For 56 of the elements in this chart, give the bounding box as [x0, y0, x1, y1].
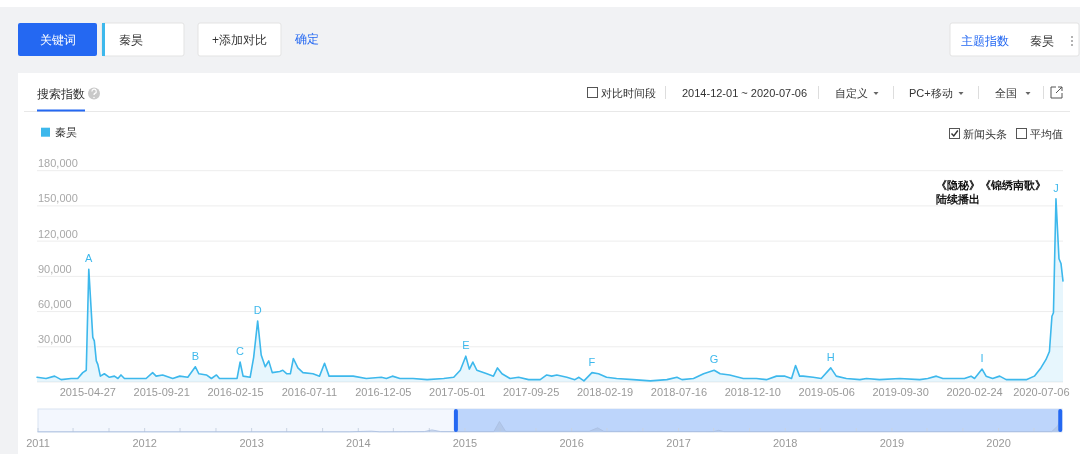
text: PC+移动 [909, 87, 953, 99]
x-tick-label: 2020 [986, 437, 1011, 449]
text: 自定义 [835, 87, 868, 99]
annotation: G [709, 353, 719, 366]
x-tick-label: 2011 [26, 437, 50, 449]
annotation: H [826, 350, 835, 363]
annotation: F [588, 355, 596, 368]
annotation: 《隐秘》《锦绣南歌》陆续播出 [936, 179, 1046, 205]
x-tick-label: 2018-07-16 [650, 386, 708, 398]
y-tick-label: 60,000 [38, 298, 72, 311]
x-tick-label: 2014 [346, 437, 371, 449]
annotation: J [1053, 181, 1059, 194]
annotation: A [85, 252, 94, 265]
text: 确定 [294, 32, 319, 46]
text: 新闻头条 [963, 128, 1007, 140]
x-tick-label: 2019-09-30 [872, 386, 929, 398]
text: 对比时间段 [601, 87, 656, 99]
x-tick-label: 2015-04-27 [59, 386, 116, 398]
text: 秦昊 [119, 33, 143, 47]
chart-title: 搜索指数 [37, 87, 85, 101]
y-tick-label: 180,000 [38, 157, 78, 170]
x-tick-label: 2017-09-25 [503, 386, 560, 398]
annotation: C [236, 345, 245, 358]
text: 主题指数 [961, 34, 1009, 48]
text: 2014-12-01 ~ 2020-07-06 [682, 87, 808, 99]
y-tick-label: 30,000 [38, 333, 72, 346]
annotation: I [980, 352, 984, 365]
x-tick-label: 2020-02-24 [946, 386, 1003, 398]
x-tick-label: 2012 [132, 437, 157, 449]
annotation: E [462, 339, 470, 352]
x-tick-label: 2018-02-19 [576, 386, 634, 398]
x-tick-label: 2019-05-06 [798, 386, 855, 398]
x-tick-label: 2016 [559, 437, 584, 449]
x-tick-label: 2013 [239, 437, 264, 449]
legend-label: 秦昊 [55, 126, 77, 139]
text: 关键词 [39, 33, 76, 47]
x-tick-label: 2016-12-05 [355, 386, 412, 398]
text: +添加对比 [211, 33, 268, 47]
text: 秦昊 [1030, 34, 1054, 48]
x-tick-label: 2016-02-15 [207, 386, 264, 398]
annotation: B [191, 349, 200, 362]
x-tick-label: 2017-05-01 [429, 386, 486, 398]
x-tick-label: 2018 [773, 437, 798, 449]
x-tick-label: 2020-07-06 [1013, 386, 1070, 398]
y-tick-label: 150,000 [38, 192, 78, 205]
x-tick-label: 2018-12-10 [724, 386, 781, 398]
x-tick-label: 2015 [452, 437, 478, 449]
x-tick-label: 2016-07-11 [281, 386, 338, 398]
x-tick-label: 2015-09-21 [133, 386, 190, 398]
text: 全国 [995, 87, 1017, 99]
y-tick-label: 120,000 [38, 227, 78, 240]
x-tick-label: 2019 [879, 437, 905, 449]
y-tick-label: 90,000 [38, 262, 72, 275]
text: 平均值 [1030, 128, 1063, 140]
annotation: D [253, 303, 262, 316]
x-tick-label: 2017 [666, 437, 691, 449]
